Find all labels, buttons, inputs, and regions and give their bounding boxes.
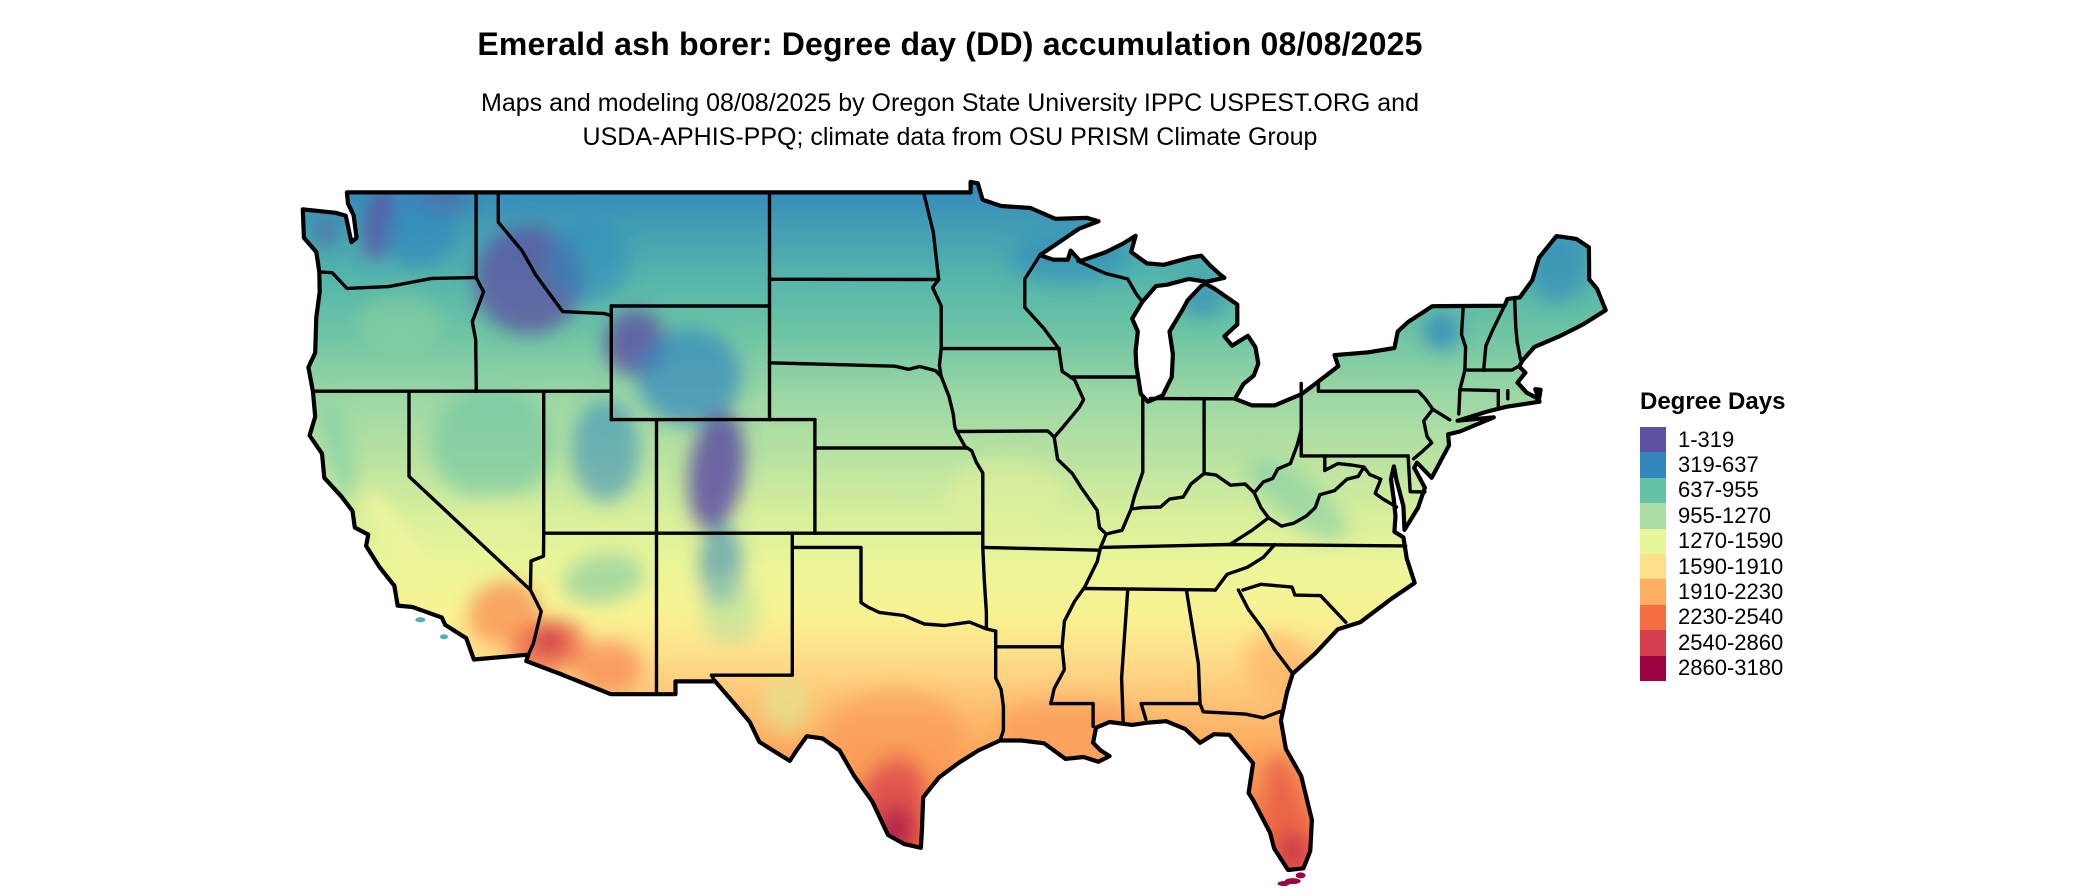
legend: Degree Days 1-319 319-637 637-955 955-1270 1… xyxy=(1640,388,1785,681)
legend-swatch xyxy=(1640,452,1666,478)
page-subtitle: Maps and modeling 08/08/2025 by Oregon S… xyxy=(0,86,1900,154)
legend-bin: 955-1270 xyxy=(1640,502,1785,529)
legend-label: 1-319 xyxy=(1678,426,1735,452)
legend-swatch xyxy=(1640,477,1666,504)
legend-label: 1270-1590 xyxy=(1678,528,1784,554)
legend-swatch xyxy=(1640,655,1666,681)
legend-swatch xyxy=(1640,553,1666,580)
legend-label: 2860-3180 xyxy=(1678,655,1784,681)
legend-label: 319-637 xyxy=(1678,452,1759,478)
legend-bins: 1-319 319-637 637-955 955-1270 1270-1590 1590… xyxy=(1640,427,1785,681)
legend-bin: 1-319 xyxy=(1640,426,1785,453)
legend-swatch xyxy=(1640,528,1666,554)
legend-swatch xyxy=(1640,604,1666,631)
legend-label: 1910-2230 xyxy=(1678,579,1784,605)
legend-label: 2540-2860 xyxy=(1678,629,1784,655)
legend-bin: 2860-3180 xyxy=(1640,655,1785,681)
legend-title: Degree Days xyxy=(1640,388,1786,415)
legend-bin: 1270-1590 xyxy=(1640,528,1785,554)
legend-bin: 637-955 xyxy=(1640,477,1785,504)
legend-swatch xyxy=(1640,630,1666,656)
page-title: Emerald ash borer: Degree day (DD) accum… xyxy=(477,26,1423,62)
legend-bin: 319-637 xyxy=(1640,452,1785,478)
legend-label: 955-1270 xyxy=(1678,502,1771,528)
subtitle-line-1: Maps and modeling 08/08/2025 by Oregon S… xyxy=(481,89,1419,117)
legend-swatch xyxy=(1640,503,1666,529)
legend-bin: 2230-2540 xyxy=(1640,604,1785,631)
legend-swatch xyxy=(1640,579,1666,605)
legend-label: 2230-2540 xyxy=(1678,604,1784,630)
legend-bin: 1590-1910 xyxy=(1640,553,1785,580)
legend-swatch xyxy=(1640,427,1666,453)
subtitle-line-2: USDA-APHIS-PPQ; climate data from OSU PR… xyxy=(582,123,1318,151)
legend-bin: 2540-2860 xyxy=(1640,629,1785,656)
legend-label: 1590-1910 xyxy=(1678,553,1784,579)
legend-label: 637-955 xyxy=(1678,477,1759,503)
legend-bin: 1910-2230 xyxy=(1640,579,1785,605)
